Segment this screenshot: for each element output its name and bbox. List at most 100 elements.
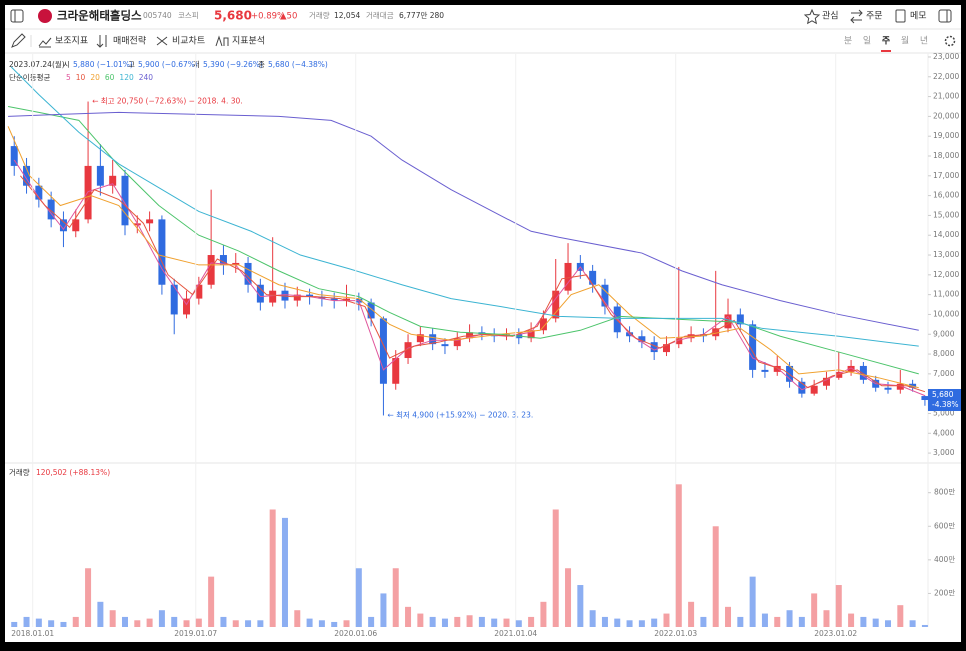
volume-bar (786, 610, 793, 627)
volume-label: 거래량 (309, 11, 330, 20)
volume-legend: 120,502 (+88.13%) (36, 468, 110, 477)
volume-bar (552, 509, 559, 627)
info: 시 5,880 (−1.01%)고 5,900 (−0.67%)저 5,390 (−9… (63, 60, 328, 69)
info-value: 5,900 (−0.67%) (138, 60, 198, 69)
volume-bar (798, 616, 805, 627)
candle-body (675, 338, 683, 345)
volume-bar (245, 620, 252, 627)
star-icon[interactable] (803, 8, 821, 25)
volume-bar (454, 616, 461, 627)
candle-body (810, 385, 818, 394)
volume-bar (860, 616, 867, 627)
legend-entry: 5 (66, 73, 71, 82)
candle-body (59, 219, 67, 232)
amount-label: 거래대금 (366, 11, 394, 20)
y-tick-label: 17,000 (933, 171, 959, 180)
volume-bar (171, 616, 178, 627)
settings-icon[interactable] (944, 35, 956, 47)
volume-bar (121, 616, 128, 627)
info-label: 시 (63, 60, 70, 69)
candle-body (146, 219, 154, 224)
legend-entry: 120 (119, 73, 134, 82)
candle-body (330, 298, 338, 301)
period-tab[interactable]: 월 (901, 35, 909, 47)
candle-body (207, 255, 215, 285)
y-tick-label: 4,000 (933, 428, 955, 437)
tool[interactable]: 매매전략 (113, 35, 146, 47)
action[interactable]: 주문 (866, 11, 883, 22)
candle-body (232, 262, 240, 265)
low-annotation: ← 최저 4,900 (+15.92%) − 2020. 3. 23. (387, 409, 533, 419)
volume-bar (257, 620, 264, 627)
volume-bar (281, 517, 288, 627)
last-price: 5,680 (932, 390, 954, 399)
y-tick-label: 3,000 (933, 448, 955, 457)
action[interactable]: 메모 (910, 11, 927, 22)
y-tick-label: 200만 (934, 588, 955, 597)
volume-bar (48, 620, 55, 627)
volume-bar (921, 624, 928, 627)
last-price-badge (928, 389, 961, 412)
period-tab[interactable]: 분 (844, 36, 852, 47)
volume-bar (97, 601, 104, 627)
y-tick-label: 400만 (934, 555, 955, 564)
candle-body (109, 175, 117, 186)
candle-body (195, 284, 203, 299)
draw-icon[interactable] (11, 33, 26, 48)
candle-body (23, 165, 31, 186)
period-tab[interactable]: 년 (920, 36, 928, 47)
y-tick-label: 20,000 (933, 111, 959, 120)
tool[interactable]: 보조지표 (55, 36, 88, 47)
volume-bar (589, 610, 596, 627)
candle-body (10, 146, 18, 166)
candle-body (736, 314, 744, 325)
candle-body (367, 302, 375, 319)
candle-body (749, 324, 757, 370)
candle-body (761, 369, 769, 372)
volume-bar (306, 618, 313, 627)
info-value: 5,680 (−4.38%) (268, 60, 328, 69)
volume-bar (601, 616, 608, 627)
x-tick-label: 2018.01.01 (11, 629, 54, 638)
candle-body (441, 344, 449, 347)
ma-line (7, 126, 919, 389)
sidebar-icon[interactable] (10, 9, 24, 23)
volume-bar (848, 613, 855, 627)
candle-body (859, 365, 867, 380)
volume-bar (146, 618, 153, 627)
volume-bar (700, 616, 707, 627)
x-tick-label: 2020.01.06 (334, 629, 377, 638)
volume-bar (638, 620, 645, 627)
tool[interactable]: 비교차트 (172, 35, 205, 47)
y-tick-label: 11,000 (933, 290, 959, 299)
volume-bar (11, 621, 18, 627)
volume-bar (491, 618, 498, 627)
candle-body (847, 365, 855, 372)
period-tab[interactable]: 일 (863, 36, 871, 47)
tool-icon (96, 35, 107, 48)
candle-body (884, 387, 892, 390)
period-active (881, 50, 891, 52)
volume-bar (183, 620, 190, 627)
y-tick-label: 22,000 (933, 72, 959, 81)
volume-bar (688, 601, 695, 627)
panel-icon[interactable] (938, 9, 952, 23)
volume-bar (208, 576, 215, 627)
tool[interactable]: 지표분석 (232, 36, 265, 47)
volume-bar (897, 605, 904, 627)
order-icon (850, 9, 863, 24)
volume-bar (109, 610, 116, 627)
candle-body (219, 255, 227, 265)
y-tick-label: 15,000 (933, 210, 959, 219)
period-tab[interactable]: 주 (882, 36, 890, 47)
volume-bar (60, 621, 67, 627)
candle-body (921, 396, 929, 401)
legend-entry: 10 (76, 73, 86, 82)
info-value: 5,880 (−1.01%) (73, 60, 133, 69)
volume-bar (885, 620, 892, 627)
action[interactable]: 관심 (822, 11, 839, 22)
candle-body (416, 334, 424, 343)
candle-body (256, 284, 264, 303)
volume-bar (811, 593, 818, 627)
